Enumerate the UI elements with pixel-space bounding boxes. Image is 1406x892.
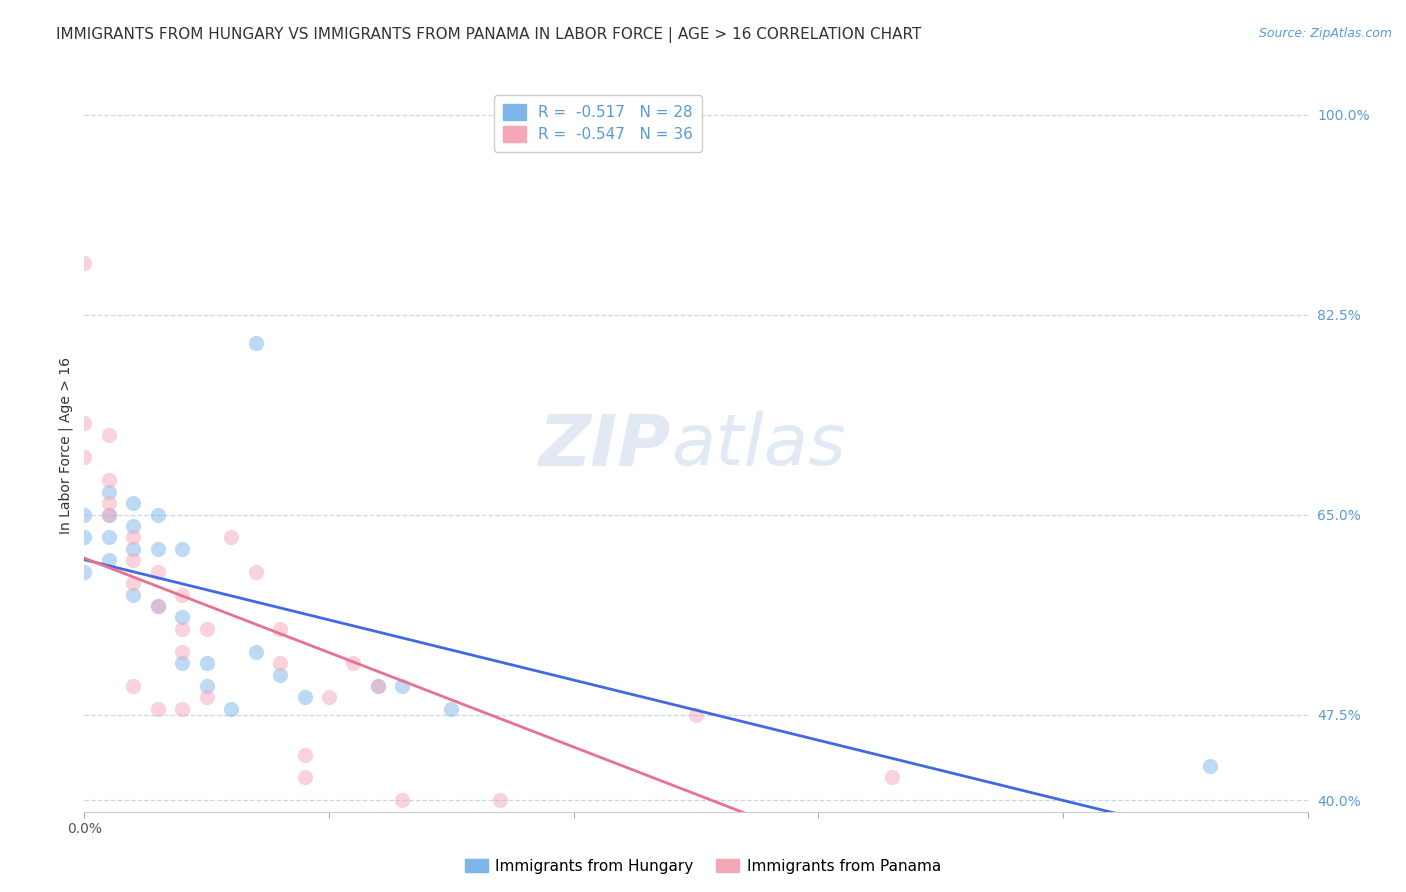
Point bbox=[685, 707, 707, 722]
Y-axis label: In Labor Force | Age > 16: In Labor Force | Age > 16 bbox=[59, 358, 73, 534]
Point bbox=[172, 622, 194, 636]
Point bbox=[122, 496, 145, 510]
Text: ZIP: ZIP bbox=[540, 411, 672, 481]
Point bbox=[97, 508, 120, 522]
Point bbox=[195, 656, 218, 670]
Point bbox=[1198, 759, 1220, 773]
Point bbox=[219, 702, 242, 716]
Point bbox=[122, 679, 145, 693]
Point bbox=[122, 519, 145, 533]
Point bbox=[73, 508, 96, 522]
Point bbox=[146, 541, 169, 556]
Point bbox=[440, 816, 463, 830]
Point bbox=[97, 427, 120, 442]
Point bbox=[172, 645, 194, 659]
Point bbox=[73, 530, 96, 544]
Point bbox=[97, 484, 120, 499]
Point bbox=[73, 416, 96, 430]
Point bbox=[172, 702, 194, 716]
Point bbox=[391, 679, 413, 693]
Point bbox=[122, 576, 145, 591]
Point bbox=[172, 588, 194, 602]
Point bbox=[245, 565, 267, 579]
Point bbox=[122, 553, 145, 567]
Point bbox=[146, 599, 169, 613]
Point bbox=[269, 656, 291, 670]
Point bbox=[318, 690, 340, 705]
Point bbox=[245, 645, 267, 659]
Point bbox=[73, 450, 96, 465]
Point bbox=[97, 496, 120, 510]
Point bbox=[172, 541, 194, 556]
Point bbox=[146, 599, 169, 613]
Point bbox=[146, 702, 169, 716]
Point bbox=[97, 473, 120, 487]
Point bbox=[342, 656, 364, 670]
Point bbox=[294, 690, 316, 705]
Point bbox=[97, 553, 120, 567]
Point bbox=[416, 828, 439, 842]
Text: atlas: atlas bbox=[672, 411, 846, 481]
Point bbox=[146, 508, 169, 522]
Point bbox=[195, 690, 218, 705]
Point bbox=[294, 747, 316, 762]
Point bbox=[172, 610, 194, 624]
Point bbox=[122, 541, 145, 556]
Point bbox=[146, 565, 169, 579]
Legend: R =  -0.517   N = 28, R =  -0.547   N = 36: R = -0.517 N = 28, R = -0.547 N = 36 bbox=[494, 95, 702, 152]
Point bbox=[97, 508, 120, 522]
Point bbox=[73, 256, 96, 270]
Text: IMMIGRANTS FROM HUNGARY VS IMMIGRANTS FROM PANAMA IN LABOR FORCE | AGE > 16 CORR: IMMIGRANTS FROM HUNGARY VS IMMIGRANTS FR… bbox=[56, 27, 921, 43]
Point bbox=[367, 679, 389, 693]
Point bbox=[195, 622, 218, 636]
Point bbox=[97, 530, 120, 544]
Point bbox=[880, 771, 903, 785]
Point bbox=[195, 679, 218, 693]
Point bbox=[73, 565, 96, 579]
Point bbox=[122, 588, 145, 602]
Point bbox=[122, 530, 145, 544]
Point bbox=[219, 530, 242, 544]
Point bbox=[1101, 816, 1123, 830]
Point bbox=[489, 793, 512, 807]
Point bbox=[172, 656, 194, 670]
Point bbox=[440, 702, 463, 716]
Point bbox=[269, 667, 291, 681]
Point bbox=[245, 336, 267, 351]
Legend: Immigrants from Hungary, Immigrants from Panama: Immigrants from Hungary, Immigrants from… bbox=[458, 853, 948, 880]
Point bbox=[294, 771, 316, 785]
Point bbox=[269, 622, 291, 636]
Point bbox=[391, 793, 413, 807]
Text: Source: ZipAtlas.com: Source: ZipAtlas.com bbox=[1258, 27, 1392, 40]
Point bbox=[367, 679, 389, 693]
